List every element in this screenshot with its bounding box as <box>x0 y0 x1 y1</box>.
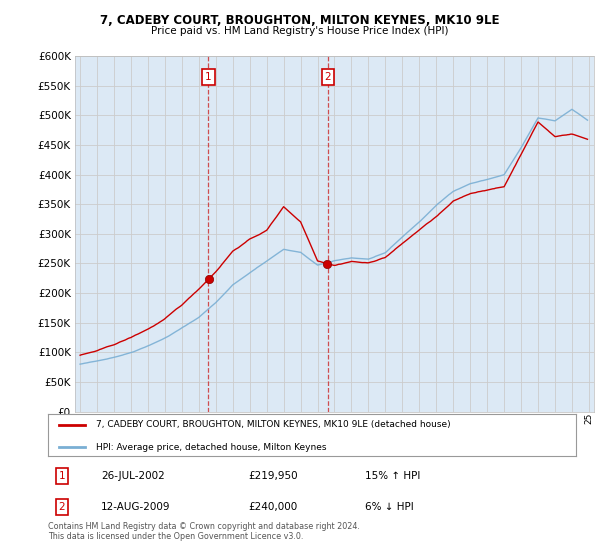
Text: £219,950: £219,950 <box>248 470 298 480</box>
Text: 2: 2 <box>325 72 331 82</box>
Text: £240,000: £240,000 <box>248 502 298 512</box>
Bar <box>208 56 328 412</box>
Text: 26-JUL-2002: 26-JUL-2002 <box>101 470 164 480</box>
Text: Price paid vs. HM Land Registry's House Price Index (HPI): Price paid vs. HM Land Registry's House … <box>151 26 449 36</box>
Text: 6% ↓ HPI: 6% ↓ HPI <box>365 502 413 512</box>
Text: 15% ↑ HPI: 15% ↑ HPI <box>365 470 420 480</box>
Text: HPI: Average price, detached house, Milton Keynes: HPI: Average price, detached house, Milt… <box>95 442 326 452</box>
Text: 1: 1 <box>205 72 212 82</box>
Text: 1: 1 <box>59 470 65 480</box>
Text: 7, CADEBY COURT, BROUGHTON, MILTON KEYNES, MK10 9LE: 7, CADEBY COURT, BROUGHTON, MILTON KEYNE… <box>100 14 500 27</box>
Text: 12-AUG-2009: 12-AUG-2009 <box>101 502 170 512</box>
Text: 2: 2 <box>59 502 65 512</box>
Text: 7, CADEBY COURT, BROUGHTON, MILTON KEYNES, MK10 9LE (detached house): 7, CADEBY COURT, BROUGHTON, MILTON KEYNE… <box>95 421 450 430</box>
Text: Contains HM Land Registry data © Crown copyright and database right 2024.
This d: Contains HM Land Registry data © Crown c… <box>48 522 360 542</box>
